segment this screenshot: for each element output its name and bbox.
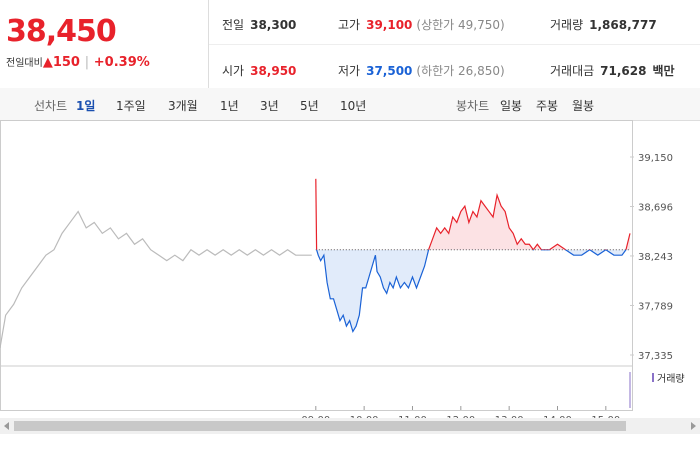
tab[interactable]: 1주일 (116, 99, 146, 113)
arrow: ▲ (42, 55, 53, 70)
chart: 37,33537,78938,24338,69639,150거래량09:0010… (0, 120, 700, 434)
summary-value: 38,300 (250, 18, 297, 32)
summary-label: 전일 (222, 18, 245, 32)
tab-bar: 선차트 1일 1주일 3개월 1년 3년 5년 10년 봉차트 일봉 주봉 월봉 (0, 88, 700, 121)
y-tick-label: 39,150 (638, 153, 673, 164)
y-tick-label: 37,789 (638, 301, 673, 312)
area-up (315, 178, 630, 250)
summary-cell: 전일 38,300 (222, 16, 296, 33)
tab[interactable]: 1일 (76, 99, 96, 113)
tab[interactable]: 월봉 (572, 99, 595, 113)
summary-label: 시가 (222, 64, 245, 78)
summary-note: (상한가 49,750) (416, 18, 505, 32)
plot-border (0, 120, 633, 411)
volume-legend-swatch (652, 373, 654, 382)
summary-value: 1,868,777 (589, 18, 657, 32)
tab[interactable]: 10년 (340, 99, 367, 113)
change-value: 150 (52, 55, 80, 70)
summary-cell: 고가 39,100 (상한가 49,750) (338, 16, 505, 33)
change-pct: +0.39% (93, 55, 150, 70)
summary-label: 고가 (338, 18, 361, 32)
summary-label: 저가 (338, 64, 361, 78)
summary-cell: 시가 38,950 (222, 62, 296, 79)
summary-value: 71,628 (600, 64, 647, 78)
tab[interactable]: 주봉 (536, 99, 559, 113)
line-down (316, 249, 627, 334)
line-up (315, 178, 631, 250)
prev-line (0, 210, 312, 349)
summary-label: 거래대금 (550, 64, 595, 78)
summary-value: 39,100 (366, 18, 413, 32)
tab[interactable]: 3개월 (168, 99, 198, 113)
y-tick-label: 38,243 (638, 252, 673, 263)
tab[interactable]: 1년 (220, 99, 239, 113)
y-tick-label: 37,335 (638, 351, 673, 362)
area-down (316, 249, 626, 332)
volume-label: 거래량 (657, 373, 685, 385)
price: 38,450 (6, 14, 117, 49)
summary-label: 거래량 (550, 18, 584, 32)
summary-unit: 백만 (652, 64, 675, 78)
summary-cell: 거래대금 71,628 백만 (550, 62, 675, 79)
scroll-left (4, 422, 9, 430)
tab[interactable]: 5년 (300, 99, 319, 113)
price-block: 38,450 전일대비▲150 | +0.39% (0, 0, 209, 88)
tab-group-label: 선차트 (34, 99, 68, 113)
summary-note: (하한가 26,850) (416, 64, 505, 78)
summary-cell: 저가 37,500 (하한가 26,850) (338, 62, 505, 79)
summary-value: 38,950 (250, 64, 297, 78)
change-label: 전일대비 (6, 58, 43, 69)
change: 전일대비▲150 | +0.39% (6, 55, 150, 70)
summary-value: 37,500 (366, 64, 413, 78)
tab[interactable]: 3년 (260, 99, 279, 113)
summary-cell: 거래량 1,868,777 (550, 16, 657, 33)
tab-group-label: 봉차트 (456, 99, 490, 113)
scroll-right (691, 422, 696, 430)
header: 38,450 전일대비▲150 | +0.39% 전일 38,300 고가 39,10… (0, 0, 700, 89)
divider (209, 44, 700, 45)
tab[interactable]: 일봉 (500, 99, 523, 113)
y-tick-label: 38,696 (638, 203, 673, 214)
scrollbar-thumb (14, 421, 626, 431)
